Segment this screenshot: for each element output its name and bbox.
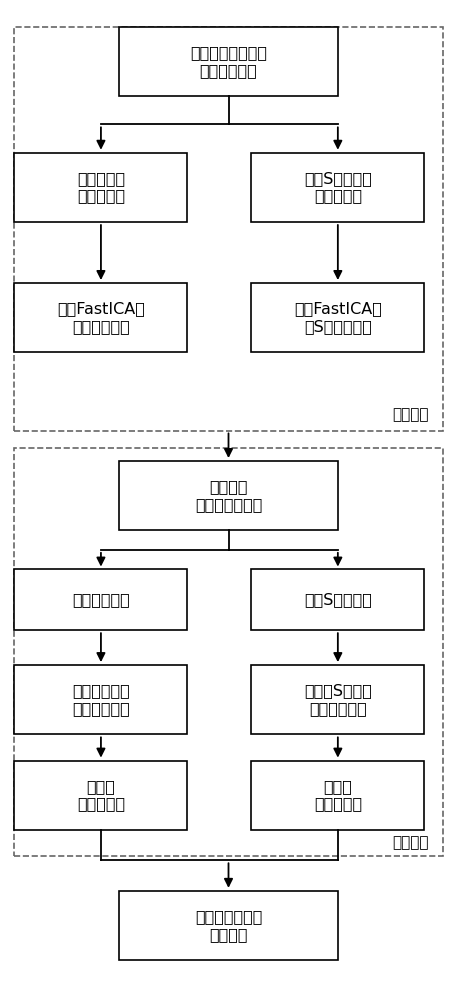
Text: 离线学习: 离线学习 <box>393 407 429 422</box>
Text: 阈值化
分割出目标: 阈值化 分割出目标 <box>314 779 362 811</box>
Text: 提取S通道图像
构成训练集: 提取S通道图像 构成训练集 <box>304 171 372 204</box>
Text: 在线检测: 在线检测 <box>393 835 429 850</box>
FancyBboxPatch shape <box>251 761 425 830</box>
Text: 投影至S通道图
像基重建背景: 投影至S通道图 像基重建背景 <box>304 684 372 716</box>
FancyBboxPatch shape <box>119 27 338 96</box>
FancyBboxPatch shape <box>14 761 187 830</box>
FancyBboxPatch shape <box>14 283 187 352</box>
Text: 获得测试
图片并分成子块: 获得测试 图片并分成子块 <box>195 479 262 512</box>
Text: 投影至灰度图
像基重建背景: 投影至灰度图 像基重建背景 <box>72 684 130 716</box>
Text: 阈值化
分割出目标: 阈值化 分割出目标 <box>77 779 125 811</box>
FancyBboxPatch shape <box>251 569 425 630</box>
FancyBboxPatch shape <box>14 153 187 222</box>
FancyBboxPatch shape <box>14 665 187 734</box>
Text: 融合得到最终的
检测结果: 融合得到最终的 检测结果 <box>195 909 262 942</box>
Text: 提取灰度图像: 提取灰度图像 <box>72 592 130 607</box>
Text: 选择无缺陷子块图
像作为训练集: 选择无缺陷子块图 像作为训练集 <box>190 45 267 78</box>
FancyBboxPatch shape <box>119 461 338 530</box>
Text: 利用FastICA获
得S通道图像基: 利用FastICA获 得S通道图像基 <box>294 301 382 334</box>
FancyBboxPatch shape <box>14 569 187 630</box>
FancyBboxPatch shape <box>119 891 338 960</box>
FancyBboxPatch shape <box>251 153 425 222</box>
Text: 利用FastICA获
得灰度图像基: 利用FastICA获 得灰度图像基 <box>57 301 145 334</box>
FancyBboxPatch shape <box>251 665 425 734</box>
FancyBboxPatch shape <box>251 283 425 352</box>
Text: 提取灰度像
构成训练集: 提取灰度像 构成训练集 <box>77 171 125 204</box>
Text: 提取S通道图像: 提取S通道图像 <box>304 592 372 607</box>
